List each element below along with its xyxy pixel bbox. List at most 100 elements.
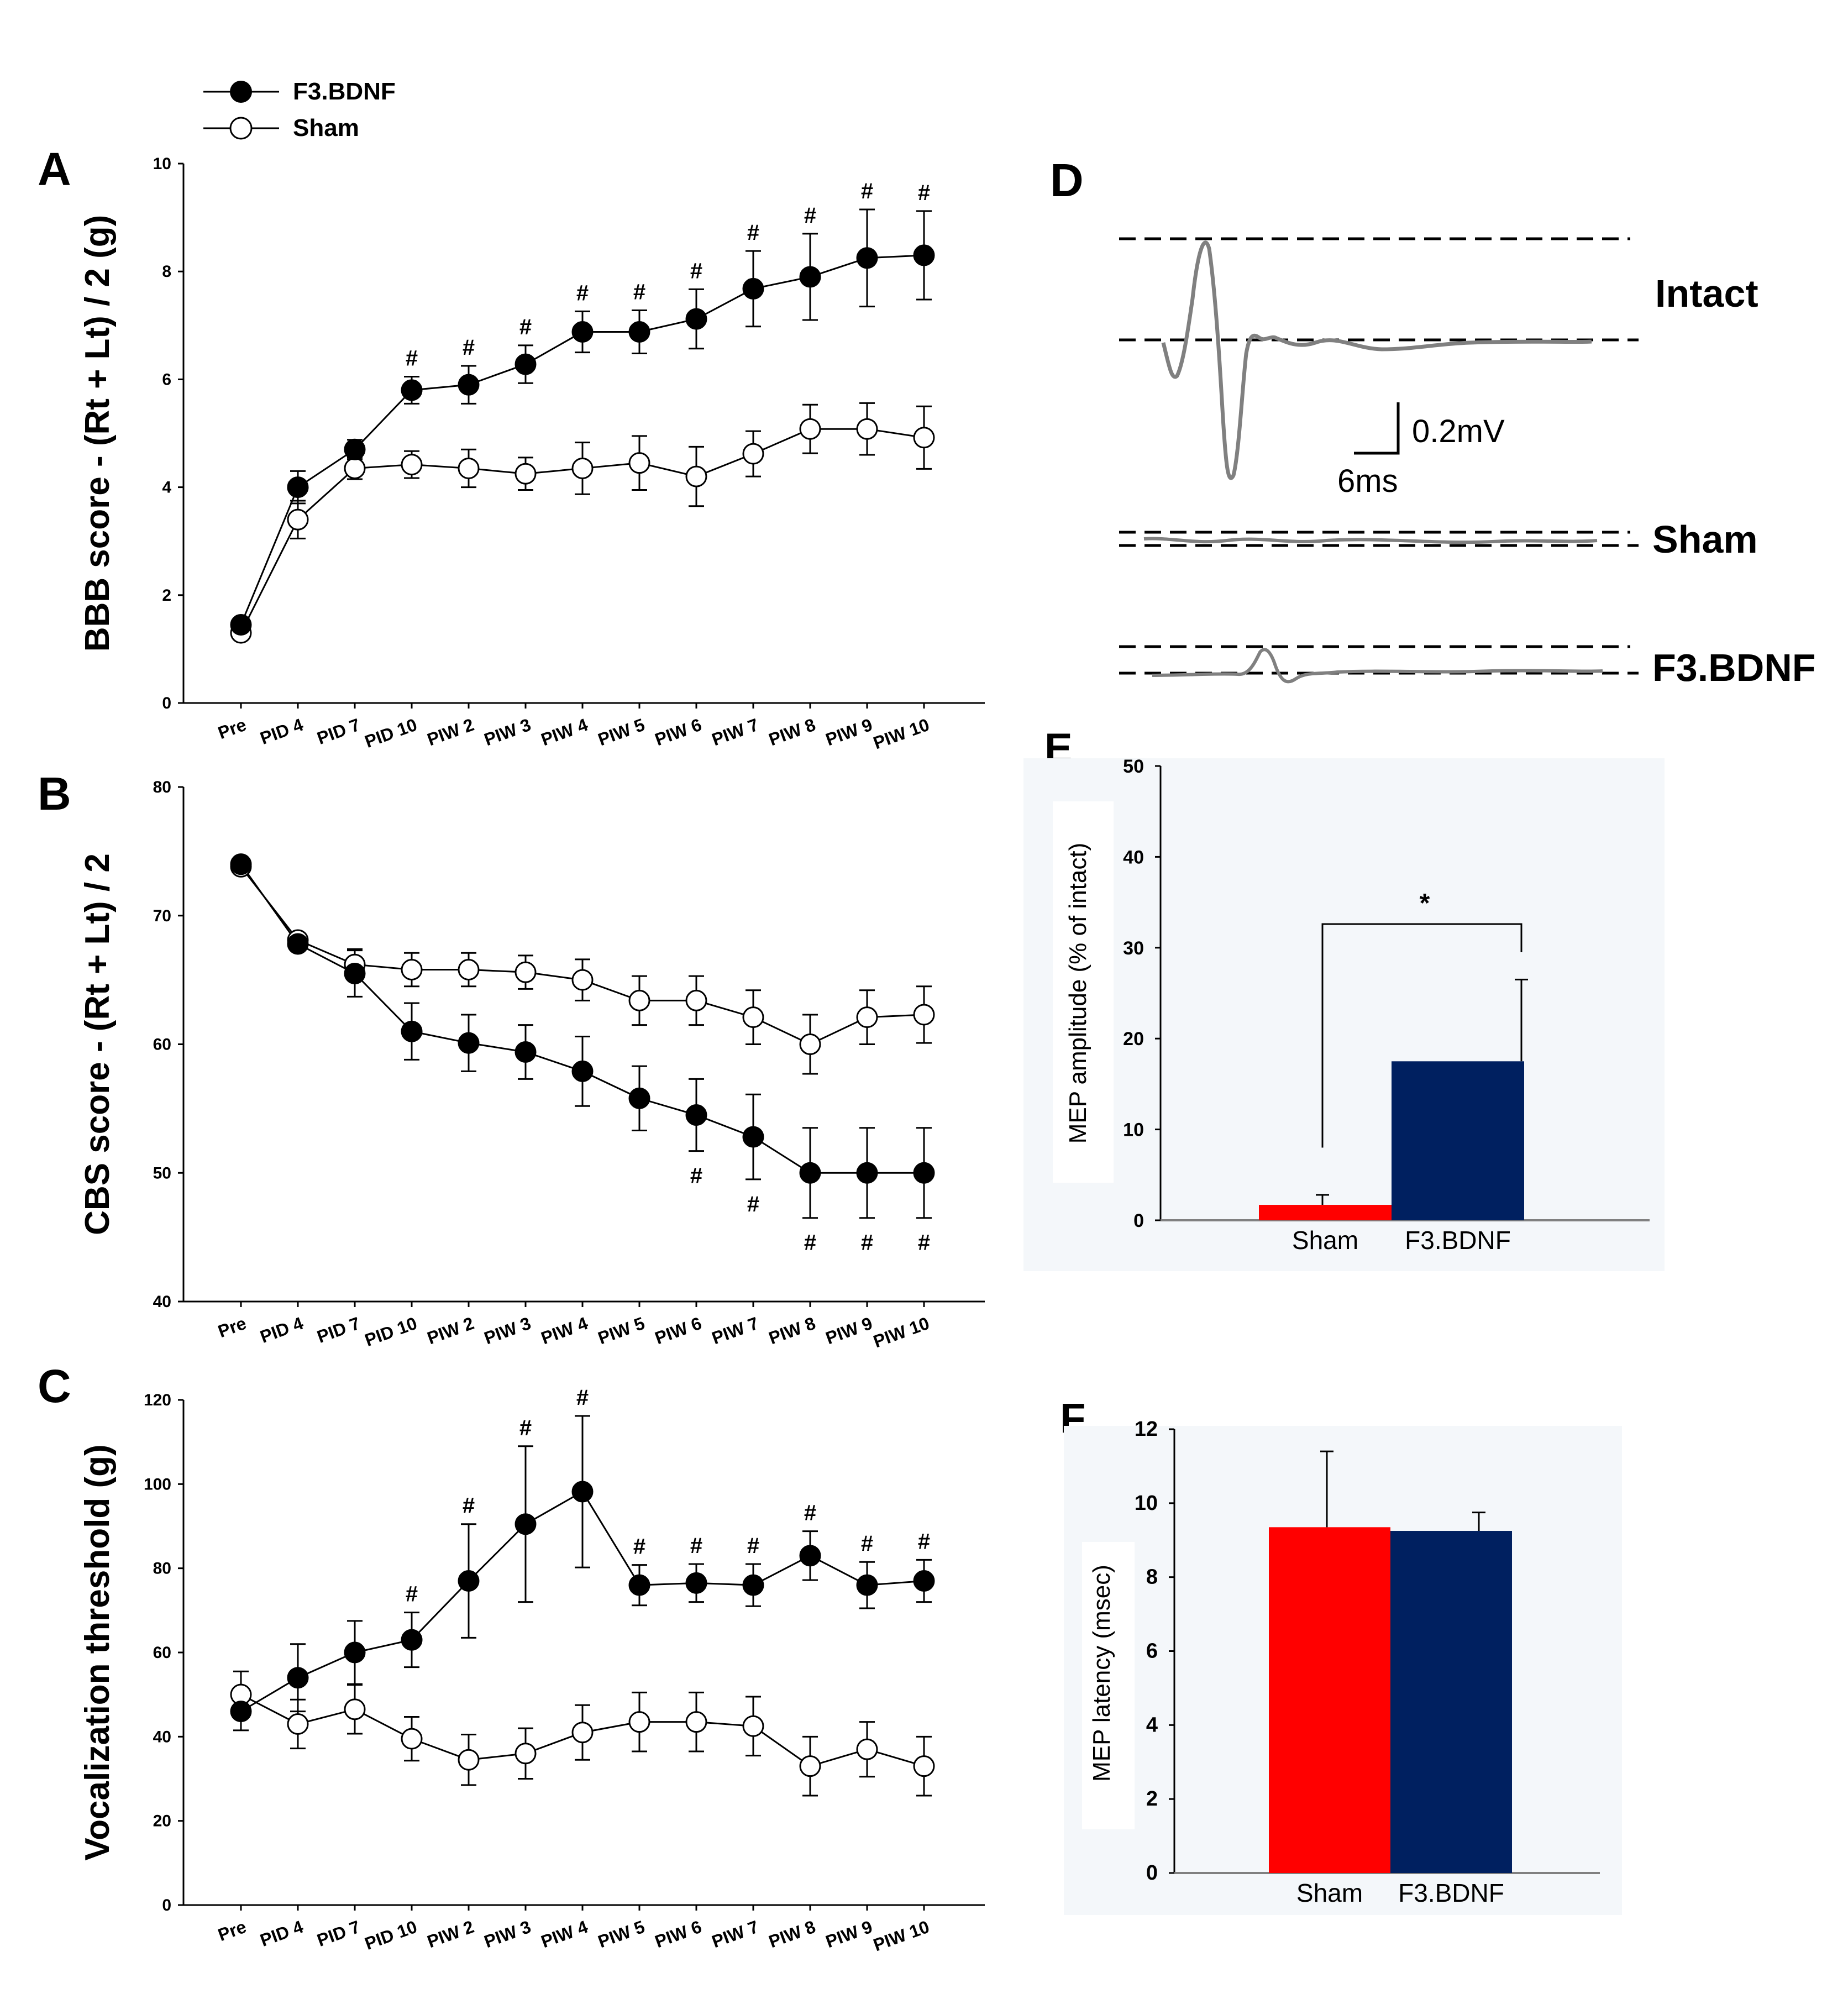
data-point-bdnf [799, 1545, 821, 1567]
legend: F3.BDNF Sham [203, 78, 396, 141]
x-tick-label: PIW 6 [652, 715, 704, 750]
y-tick-label: 10 [1135, 1492, 1158, 1515]
x-tick-label: PIW 4 [538, 1917, 590, 1952]
trace-label-bdnf: F3.BDNF [1652, 646, 1816, 689]
data-point-sham [628, 452, 650, 474]
x-tick-label: PIW 7 [709, 715, 761, 750]
data-point-sham [514, 463, 537, 485]
y-axis-label: CBS score - (Rt + Lt) / 2 [78, 853, 117, 1235]
data-point-bdnf [514, 1041, 537, 1063]
chart-panel-f: 0 2 4 6 8 10 12 MEP latency (msec) Sham F3.BDNF [1088, 1418, 1600, 1907]
data-point-bdnf [287, 476, 309, 499]
x-tick-label: PIW 5 [595, 1313, 647, 1349]
data-point-sham [856, 418, 878, 440]
data-point-bdnf [401, 379, 423, 401]
y-tick-label: 12 [1135, 1418, 1158, 1441]
data-point-sham [344, 1698, 366, 1720]
data-point-bdnf [742, 1126, 764, 1148]
bar-sham [1259, 1205, 1392, 1220]
data-point-bdnf [458, 1032, 480, 1054]
x-tick-label: Pre [216, 1917, 249, 1945]
y-tick-label: 10 [153, 155, 171, 173]
x-tick-label: PIW 8 [766, 1917, 818, 1952]
y-tick-label: 40 [153, 1728, 171, 1746]
data-point-sham [287, 508, 309, 531]
y-tick-label: 40 [1123, 847, 1144, 868]
y-tick-label: 4 [162, 479, 171, 497]
data-point-sham [514, 961, 537, 983]
y-axis-label: Vocalization threshold (g) [78, 1444, 117, 1860]
x-tick-label: PID 7 [314, 1313, 363, 1347]
x-tick-label: PID 4 [258, 715, 306, 748]
significance-marker: # [861, 1531, 873, 1556]
y-tick-label: 8 [1146, 1566, 1158, 1589]
significance-marker: # [633, 1535, 645, 1559]
data-point-bdnf [230, 613, 252, 636]
data-point-bdnf [628, 321, 650, 343]
data-point-sham [913, 1004, 935, 1026]
data-point-bdnf [856, 1162, 878, 1184]
x-tick-label: PIW 10 [870, 1917, 932, 1955]
y-tick-label: 50 [1123, 756, 1144, 777]
significance-marker: # [576, 1386, 589, 1410]
y-tick-label: 40 [153, 1293, 171, 1311]
bdnf-trace [1152, 648, 1603, 684]
data-point-bdnf [458, 374, 480, 396]
x-tick-label: PID 7 [314, 1917, 363, 1950]
x-tick-label: PID 10 [362, 1313, 419, 1350]
data-point-bdnf [913, 244, 935, 266]
y-tick-label: 100 [144, 1475, 171, 1493]
x-tick-label: PID 10 [362, 1917, 419, 1954]
scale-bar-lines [1354, 402, 1400, 455]
significance-marker: # [463, 335, 475, 360]
data-point-bdnf [913, 1162, 935, 1184]
data-point-bdnf [913, 1570, 935, 1592]
y-tick-label: 30 [1123, 938, 1144, 959]
data-point-bdnf [287, 1667, 309, 1689]
y-tick-label: 2 [1146, 1787, 1158, 1811]
x-tick-label: Pre [216, 715, 249, 743]
data-point-sham [401, 1728, 423, 1750]
data-point-sham [571, 969, 594, 991]
data-point-sham [401, 959, 423, 981]
trace-label-intact: Intact [1655, 272, 1758, 315]
y-axis-label: MEP amplitude (% of intact) [1064, 843, 1091, 1144]
significance-marker: # [804, 1231, 816, 1255]
panel-f-label-box [1082, 1542, 1135, 1829]
legend-label-bdnf: F3.BDNF [293, 78, 396, 105]
data-point-sham [913, 1755, 935, 1777]
x-tick-label: PIW 6 [652, 1313, 704, 1349]
x-tick-label: PIW 2 [424, 1313, 476, 1349]
data-point-bdnf [685, 1104, 707, 1126]
legend-marker-filled [230, 81, 252, 103]
data-point-sham [799, 1033, 821, 1055]
y-tick-label: 70 [153, 907, 171, 925]
significance-marker: # [861, 1231, 873, 1255]
significance-marker: # [804, 1501, 816, 1525]
data-point-sham [287, 1713, 309, 1735]
y-tick-label: 50 [153, 1164, 171, 1182]
significance-marker: # [747, 1534, 759, 1558]
scale-bar-time: 6ms [1337, 463, 1398, 499]
significance-marker: # [406, 347, 418, 371]
data-point-sham [458, 457, 480, 479]
significance-marker: # [463, 1494, 475, 1518]
bar-sham [1269, 1527, 1390, 1873]
y-tick-label: 0 [162, 1896, 171, 1914]
panel-label-c: C [38, 1360, 71, 1412]
data-point-bdnf [514, 1513, 537, 1535]
significance-marker: # [918, 1529, 930, 1554]
data-point-sham [458, 1749, 480, 1771]
data-point-bdnf [628, 1087, 650, 1109]
data-point-bdnf [799, 266, 821, 288]
significance-marker: # [576, 281, 589, 305]
significance-marker: # [690, 1164, 702, 1188]
x-tick-label: PIW 4 [538, 1313, 590, 1349]
panel-label-a: A [38, 143, 71, 195]
legend-entry-bdnf: F3.BDNF [203, 78, 396, 105]
chart-panel-e: 0 10 20 30 40 50 MEP amplitude (% of intact) Sh… [1064, 756, 1650, 1255]
data-point-bdnf [344, 438, 366, 460]
data-point-sham [799, 418, 821, 440]
significance-marker: # [406, 1582, 418, 1607]
